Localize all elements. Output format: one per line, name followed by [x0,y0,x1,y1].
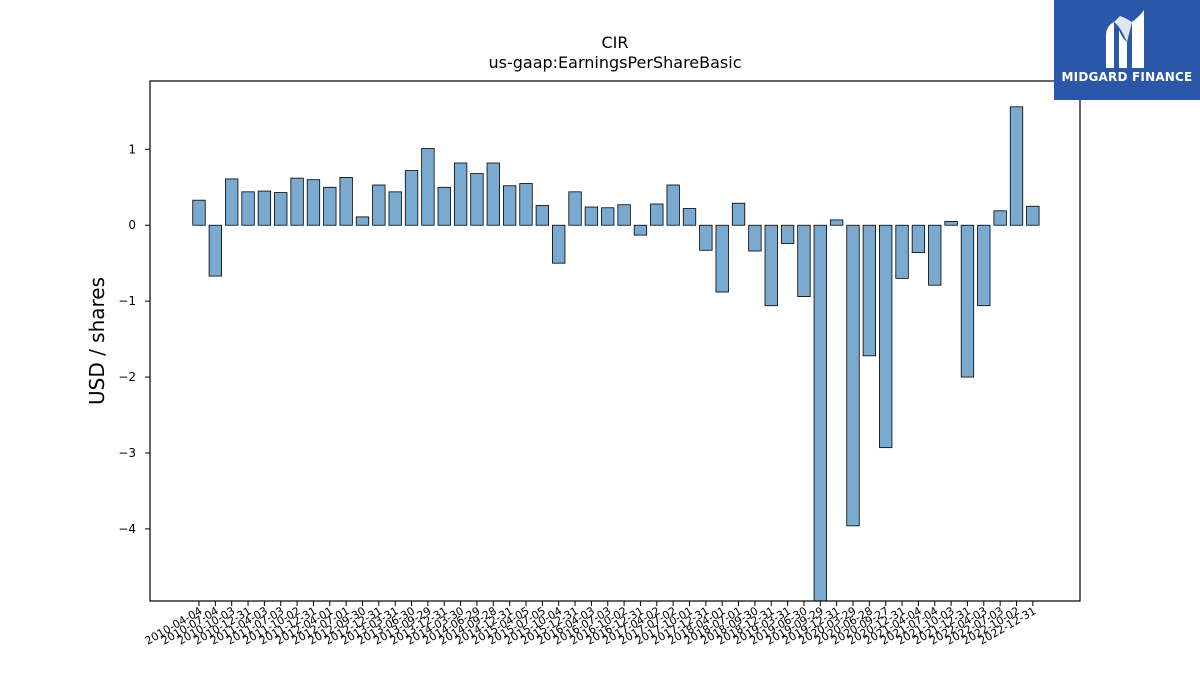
y-tick-label: −1 [118,294,136,308]
bar-2021-10-03 [944,221,958,226]
bar-2011-07-03 [274,192,288,226]
bar-2022-10-02 [1009,106,1024,226]
bar-2019-03-31 [780,224,795,244]
bar-2021-07-04 [928,224,942,286]
bar-2017-04-02 [650,203,664,226]
plot-frame [149,80,1081,602]
bar-2018-07-01 [731,202,746,226]
bar-2014-09-28 [486,162,500,226]
x-axis-ticks: 2010-04-042010-07-042010-10-032010-12-31… [143,601,1038,648]
bar-2015-07-05 [535,205,549,226]
bar-2013-06-30 [404,170,419,226]
bar-2010-10-03 [225,178,239,226]
bar-2013-03-31 [388,191,402,226]
bar-2014-12-31 [502,185,517,226]
bar-2017-12-31 [699,224,713,251]
bars-group [192,106,1040,602]
y-tick-label: 1 [128,142,136,156]
y-tick-label: 0 [128,218,136,232]
bar-2018-12-31 [764,224,778,307]
bar-2017-10-01 [682,208,697,226]
bar-2022-12-31 [1026,205,1040,226]
bar-2010-07-04 [208,224,223,277]
brand-name: MIDGARD FINANCE [1061,70,1193,84]
bar-2020-12-31 [895,224,909,279]
y-tick-label: −4 [118,522,136,536]
bar-2011-10-02 [290,177,304,226]
bar-2018-09-30 [748,224,762,252]
bar-2013-12-31 [437,186,451,226]
midgard-m-logo-icon [1106,10,1144,68]
brand-logo: MIDGARD FINANCE [1054,0,1200,100]
bar-2019-06-30 [797,224,811,297]
bar-2013-09-29 [421,148,435,226]
bar-2019-09-29 [813,224,827,602]
bar-2012-09-30 [355,216,370,226]
bar-2015-04-05 [519,183,533,226]
bar-2016-12-31 [633,224,648,236]
bar-2012-07-01 [339,177,353,226]
bar-2015-10-04 [552,224,566,264]
bar-2016-10-02 [617,204,631,226]
bar-2022-07-03 [993,210,1007,226]
y-tick-label: −3 [118,446,136,460]
bar-2020-06-28 [862,224,876,357]
bar-2019-12-31 [830,219,844,226]
bar-2021-04-04 [911,224,926,253]
bar-2011-04-03 [257,190,272,226]
bar-2010-12-31 [241,191,255,226]
bar-2015-12-31 [568,191,582,226]
bar-2012-12-31 [372,184,386,226]
y-tick-label: −2 [118,370,136,384]
bar-2010-04-04 [192,199,206,226]
chart-title: CIR [601,33,628,52]
y-axis-label: USD / shares [85,277,109,405]
bar-2016-04-03 [584,206,599,226]
bar-2020-03-29 [846,224,860,527]
chart-subtitle: us-gaap:EarningsPerShareBasic [488,53,741,72]
y-axis-ticks: 1 0 −1 −2 −3 −4 [118,142,150,536]
bar-2022-04-03 [977,224,991,307]
bar-2014-06-29 [470,173,484,226]
bar-2021-12-31 [960,224,975,378]
bar-2014-03-30 [453,162,468,226]
bar-2012-04-01 [323,186,337,226]
bar-2018-04-01 [715,224,729,293]
bar-2017-07-02 [666,184,680,226]
bar-2016-07-03 [601,207,615,226]
bar-2011-12-31 [306,179,321,226]
bar-2020-09-27 [879,224,893,449]
